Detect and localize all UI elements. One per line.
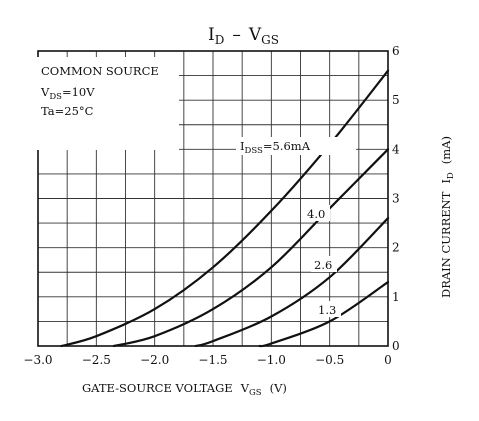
x-axis-label-text: GATE-SOURCE VOLTAGE xyxy=(82,381,233,395)
chart-title: ID – VGS xyxy=(208,25,279,47)
y-axis-label: DRAIN CURRENT ID (mA) xyxy=(439,136,456,298)
x-tick-label: −1.5 xyxy=(198,353,227,367)
conditions-box xyxy=(36,57,179,150)
series-label-idss-sub: DSS xyxy=(245,146,263,156)
x-tick-label: −0.5 xyxy=(315,353,344,367)
title-sep: – xyxy=(232,25,241,45)
condition-ta-text: Ta=25°C xyxy=(41,104,94,118)
y-axis-label-unit: (mA) xyxy=(439,136,453,164)
condition-ta: Ta=25°C xyxy=(41,104,94,118)
label-bg-idss xyxy=(236,137,356,155)
y-axis-label-sub: D xyxy=(446,172,456,179)
x-tick-label: −2.5 xyxy=(82,353,111,367)
label-bg-2-6 xyxy=(311,256,337,272)
condition-vds-rest: =10V xyxy=(62,85,95,99)
label-bg-4 xyxy=(304,205,330,221)
series-label-4: 4.0 xyxy=(307,207,325,221)
series-line-1 xyxy=(112,148,390,348)
condition-vds-v: V xyxy=(40,85,50,99)
x-tick-label: −1.0 xyxy=(257,353,286,367)
x-axis-label-sym: V xyxy=(240,381,250,395)
y-tick-label: 6 xyxy=(392,44,400,58)
y-tick-label: 0 xyxy=(392,339,400,353)
label-bg-1-3 xyxy=(315,301,341,317)
y-tick-label: 2 xyxy=(392,241,400,255)
series-label-idss: IDSS=5.6mA xyxy=(240,139,311,156)
condition-vds-sub: DS xyxy=(49,92,62,102)
title-v: V xyxy=(248,25,262,45)
axis-ticks: −3.0 −2.5 −2.0 −1.5 −1.0 −0.5 00 1 2 3 4 5 6 xyxy=(23,44,400,367)
title-i-sub: D xyxy=(215,33,225,47)
series-line-2 xyxy=(194,217,390,348)
x-tick-label: 0 xyxy=(384,353,392,367)
condition-mode: COMMON SOURCE xyxy=(41,64,159,78)
condition-vds: VDS=10V xyxy=(40,85,95,102)
x-axis-label-unit: (V) xyxy=(270,381,287,395)
series-label-idss-i: I xyxy=(240,139,245,153)
x-tick-label: −2.0 xyxy=(140,353,169,367)
series-line-3 xyxy=(258,281,390,348)
conditions-text: COMMON SOURCE xyxy=(41,64,159,78)
series-label-1-3: 1.3 xyxy=(318,303,336,317)
y-tick-label: 3 xyxy=(392,192,400,206)
x-axis-label: GATE-SOURCE VOLTAGE VGS (V) xyxy=(82,381,287,398)
x-tick-label: −3.0 xyxy=(23,353,52,367)
x-axis-label-sub: GS xyxy=(249,388,262,398)
series-label-2-6: 2.6 xyxy=(314,258,332,272)
y-axis-label-text: DRAIN CURRENT xyxy=(439,191,453,298)
title-v-sub: GS xyxy=(261,33,279,47)
series-label-idss-value: =5.6mA xyxy=(263,139,311,153)
plot-frame xyxy=(37,50,389,347)
y-tick-label: 4 xyxy=(392,142,400,156)
y-tick-label: 5 xyxy=(392,93,400,107)
y-axis-label-sym: I xyxy=(439,179,453,184)
y-tick-label: 1 xyxy=(392,290,400,304)
title-i: I xyxy=(208,25,215,45)
